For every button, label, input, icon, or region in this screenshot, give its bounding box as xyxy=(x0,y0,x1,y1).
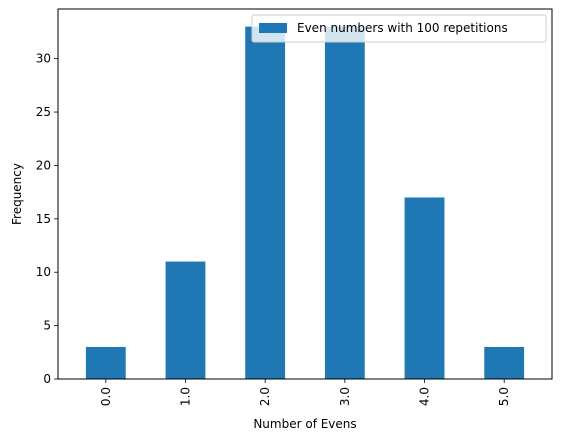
x-tick-label: 1.0 xyxy=(178,387,192,406)
bars-group xyxy=(85,26,525,379)
y-tick-label: 15 xyxy=(36,212,51,226)
y-tick-label: 5 xyxy=(43,319,51,333)
bar-0.0 xyxy=(85,346,126,379)
y-tick-label: 0 xyxy=(43,372,51,386)
plot-frame xyxy=(57,8,553,380)
bar-2.0 xyxy=(245,26,286,379)
bar-5.0 xyxy=(484,346,525,379)
y-tick-label: 30 xyxy=(36,52,51,66)
legend-box xyxy=(251,14,547,43)
y-axis-label: Frequency xyxy=(10,163,24,225)
x-tick-label: 4.0 xyxy=(418,387,432,406)
x-tick-label: 3.0 xyxy=(338,387,352,406)
legend-label: Even numbers with 100 repetitions xyxy=(297,21,508,35)
y-axis-ticks: 0 5 10 15 20 25 30 xyxy=(36,52,58,386)
bar-4.0 xyxy=(404,197,445,379)
x-tick-label: 5.0 xyxy=(497,387,511,406)
legend-swatch xyxy=(259,23,287,33)
x-tick-label: 2.0 xyxy=(258,387,272,406)
x-axis-label: Number of Evens xyxy=(253,417,356,431)
bar-3.0 xyxy=(324,26,365,379)
bar-1.0 xyxy=(165,261,206,379)
y-tick-label: 10 xyxy=(36,265,51,279)
legend: Even numbers with 100 repetitions xyxy=(251,14,547,43)
x-tick-label: 0.0 xyxy=(99,387,113,406)
y-tick-label: 25 xyxy=(36,105,51,119)
x-axis-ticks: 0.0 1.0 2.0 3.0 4.0 5.0 xyxy=(99,379,511,406)
y-tick-label: 20 xyxy=(36,158,51,172)
